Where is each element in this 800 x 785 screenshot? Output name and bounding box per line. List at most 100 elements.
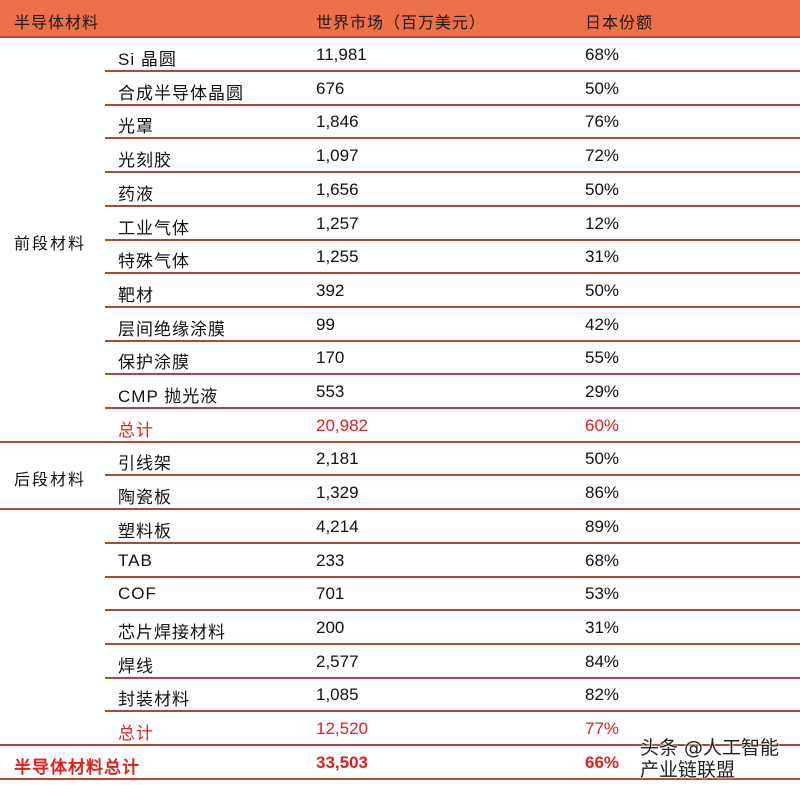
japan-share: 68% [585,550,620,570]
row-divider [105,137,800,140]
table-row: 焊线 2,577 84% [0,645,800,679]
table-row: 靶材 392 50% [0,274,800,308]
japan-share: 42% [585,314,620,334]
header-japan-share: 日本份额 [585,13,654,32]
material-name: 封装材料 [118,690,190,710]
market-value: 2,181 [316,449,359,469]
row-divider [0,508,800,511]
japan-share: 76% [585,112,620,132]
material-name: TAB [118,550,153,570]
market-value: 553 [316,382,345,401]
market-value: 1,255 [316,247,359,267]
table-row: CMP 抛光液 553 29% [0,375,800,409]
row-divider [105,676,800,679]
table-row: 工业气体 1,257 12% [0,207,800,241]
market-value: 676 [316,78,345,98]
table-row: 陶瓷板 1,329 86% [0,476,800,511]
table-row: 封装材料 1,085 82% [0,678,800,713]
japan-share: 50% [585,78,620,98]
row-divider [105,204,800,207]
watermark: 头条 @人工智能产业链联盟 [640,737,780,781]
material-name: Si 晶圆 [118,50,177,69]
row-divider [105,710,800,713]
japan-share: 55% [585,348,620,368]
table-row: TAB 233 68% [0,544,800,578]
row-divider [105,70,800,72]
japan-share: 50% [585,449,620,469]
japan-share: 68% [585,45,620,64]
japan-share: 31% [585,247,620,267]
market-value: 1,656 [316,179,359,199]
market-value: 392 [316,280,345,300]
market-value: 99 [316,314,335,334]
material-name: 药液 [118,184,154,204]
table-row: 特殊气体 1,255 31% [0,240,800,275]
row-divider [105,272,800,275]
row-divider [0,744,800,746]
row-divider [105,373,800,376]
table-row: 光罩 1,846 76% [0,105,800,140]
row-divider [105,474,800,477]
japan-share: 50% [585,280,620,300]
material-name: 特殊气体 [118,252,190,272]
japan-share: 77% [585,719,620,738]
market-value: 200 [316,617,345,637]
row-divider [105,171,800,174]
material-name: 引线架 [118,454,172,474]
table-row: 塑料板 4,214 89% [0,510,800,544]
subtotal-row: 总计 20,982 60% [0,409,800,443]
row-divider [105,575,800,578]
japan-share: 53% [585,584,620,604]
row-divider [105,305,800,308]
material-name: 光刻胶 [118,151,172,171]
material-name: 陶瓷板 [118,488,172,508]
japan-share: 72% [585,146,620,166]
material-name: 焊线 [118,656,154,676]
table-row: 保护涂膜 170 55% [0,341,800,376]
market-value: 1,257 [316,213,359,233]
material-name: 层间绝缘涂膜 [118,319,226,339]
row-divider [105,407,800,409]
market-value: 233 [316,550,345,570]
market-value: 1,097 [316,146,359,166]
japan-share: 29% [585,382,620,401]
row-divider [105,238,800,241]
market-value: 701 [316,584,345,604]
material-name: 总计 [118,724,154,743]
table-row: 引线架 2,181 50% [0,442,800,477]
group-label-front-end: 前段材料 [14,234,87,253]
row-divider [105,642,800,645]
header-material: 半导体材料 [14,13,100,32]
market-value: 1,329 [316,483,359,503]
material-name: 靶材 [118,285,154,305]
market-value: 20,982 [316,415,368,435]
group-label-back-end: 后段材料 [14,470,87,489]
japan-share: 50% [585,179,620,199]
table-header: 半导体材料 世界市场（百万美元） 日本份额 [0,0,800,38]
grand-total-value: 33,503 [316,753,368,772]
market-value: 11,981 [316,45,367,64]
table-row: 药液 1,656 50% [0,173,800,207]
subtotal-row: 总计 12,520 77% [0,712,800,746]
material-name: 塑料板 [118,521,172,541]
market-value: 4,214 [316,516,359,536]
row-divider [105,541,800,544]
table-row: 合成半导体晶圆 676 50% [0,72,800,106]
material-name: 光罩 [118,117,154,137]
row-divider [105,339,800,342]
material-name: 总计 [118,420,154,440]
row-divider [0,778,800,780]
grand-total-row: 半导体材料总计 33,503 66% [0,746,800,780]
japan-share: 89% [585,516,620,536]
material-name: CMP 抛光液 [118,387,219,406]
japan-share: 82% [585,685,620,705]
material-name: COF [118,584,157,604]
market-value: 12,520 [316,719,368,738]
japan-share: 31% [585,617,620,637]
row-divider [105,103,800,106]
table-row: 光刻胶 1,097 72% [0,139,800,174]
table-row: 芯片焊接材料 200 31% [0,611,800,645]
market-value: 1,085 [316,685,359,705]
japan-share: 60% [585,415,620,435]
table-row: 层间绝缘涂膜 99 42% [0,308,800,342]
